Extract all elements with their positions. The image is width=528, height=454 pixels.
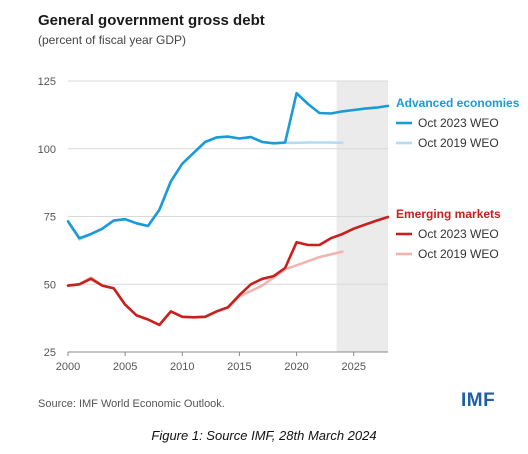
legend-group-title: Emerging markets (396, 207, 501, 221)
x-tick-label: 2020 (284, 361, 308, 373)
x-tick-label: 2010 (170, 361, 194, 373)
chart-plot: 25 50 75 100 125 2000 2005 2010 2015 2020 2025 Adva… (38, 76, 520, 373)
series-line-advanced-economies-oct-2023-weo (66, 91, 390, 240)
source-note: Source: IMF World Economic Outlook. (38, 398, 225, 410)
x-tick-label: 2005 (113, 361, 137, 373)
legend-label: Oct 2019 WEO (418, 247, 499, 261)
y-tick-label: 50 (44, 279, 56, 291)
x-tick-label: 2025 (341, 361, 365, 373)
chart-subtitle: (percent of fiscal year GDP) (38, 33, 187, 47)
y-tick-label: 75 (44, 212, 56, 224)
legend-label: Oct 2019 WEO (418, 136, 499, 150)
x-tick-label: 2000 (56, 361, 80, 373)
y-tick-label: 25 (44, 347, 56, 359)
x-tick-label: 2015 (227, 361, 251, 373)
legend-label: Oct 2023 WEO (418, 116, 499, 130)
series-line-emerging-markets-oct-2023-weo (66, 215, 390, 327)
y-tick-label: 100 (38, 144, 56, 156)
chart-title: General government gross debt (38, 12, 265, 29)
chart: General government gross debt (percent o… (38, 12, 520, 411)
figure-caption: Figure 1: Source IMF, 28th March 2024 (151, 428, 377, 443)
imf-logo: IMF (461, 390, 496, 411)
legend-label: Oct 2023 WEO (418, 227, 499, 241)
y-tick-label: 125 (38, 76, 56, 88)
legend-group-title: Advanced economies (396, 96, 520, 110)
